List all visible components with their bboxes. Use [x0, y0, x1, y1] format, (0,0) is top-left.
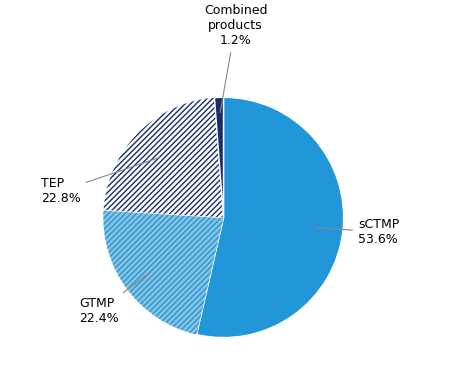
Text: TEP
22.8%: TEP 22.8% [41, 158, 159, 205]
Text: GTMP
22.4%: GTMP 22.4% [79, 273, 149, 325]
Wedge shape [103, 210, 224, 335]
Wedge shape [196, 97, 344, 338]
Wedge shape [214, 97, 224, 218]
Wedge shape [104, 98, 224, 218]
Wedge shape [103, 210, 224, 335]
Text: Combined
products
1.2%: Combined products 1.2% [204, 4, 267, 113]
Text: sCTMP
53.6%: sCTMP 53.6% [316, 218, 399, 246]
Wedge shape [104, 98, 224, 218]
